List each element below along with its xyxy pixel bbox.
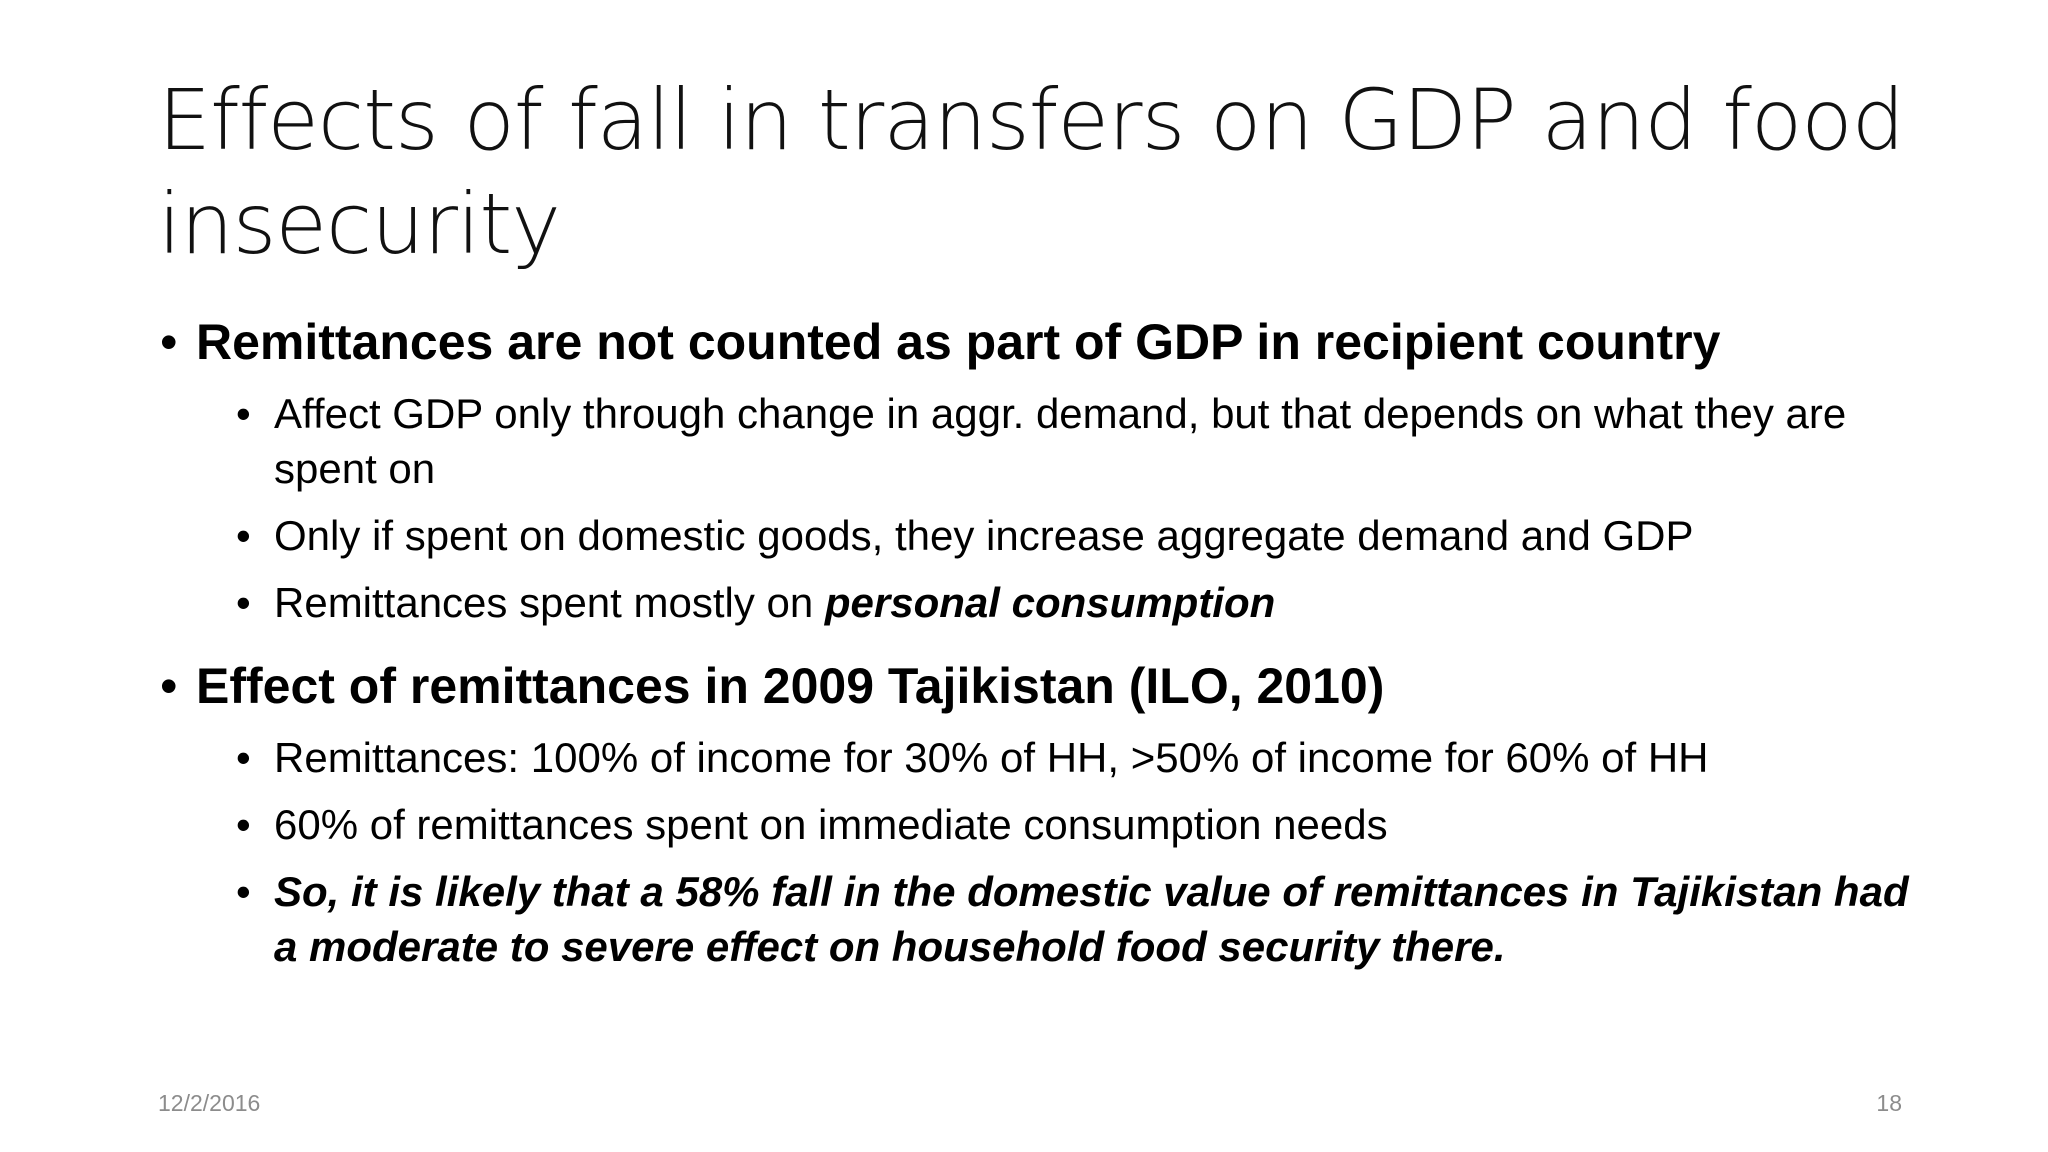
list-item-text: 60% of remittances spent on immediate co… bbox=[274, 801, 1388, 848]
list-item: • Remittances spent mostly on personal c… bbox=[158, 575, 1918, 630]
bullet-icon: • bbox=[236, 390, 251, 437]
bullet-icon: • bbox=[236, 512, 251, 559]
bullet-icon: • bbox=[236, 801, 251, 848]
bullet-icon: • bbox=[236, 579, 251, 626]
list-item: • 60% of remittances spent on immediate … bbox=[158, 797, 1918, 852]
list-item-text: Remittances spent mostly on bbox=[274, 579, 825, 626]
slide-title: Effects of fall in transfers on GDP and … bbox=[158, 71, 1905, 273]
emphasis-text: So, it is likely that a 58% fall in the … bbox=[274, 868, 1909, 970]
list-item-text: Remittances: 100% of income for 30% of H… bbox=[274, 734, 1709, 781]
bullet-icon: • bbox=[236, 734, 251, 781]
bullet-icon: • bbox=[160, 658, 178, 714]
list-item: • Affect GDP only through change in aggr… bbox=[158, 386, 1918, 496]
list-item-text: Only if spent on domestic goods, they in… bbox=[274, 512, 1694, 559]
bullet-icon: • bbox=[236, 868, 251, 915]
bullet-icon: • bbox=[160, 314, 178, 370]
list-item-text: Affect GDP only through change in aggr. … bbox=[274, 390, 1847, 492]
footer-date: 12/2/2016 bbox=[158, 1090, 261, 1116]
list-item: • Remittances: 100% of income for 30% of… bbox=[158, 730, 1918, 785]
list-item: • So, it is likely that a 58% fall in th… bbox=[158, 864, 1918, 974]
emphasis-text: personal consumption bbox=[824, 579, 1276, 626]
footer-page-number: 18 bbox=[1876, 1090, 1902, 1116]
section-items-tajikistan: • Remittances: 100% of income for 30% of… bbox=[158, 730, 1918, 974]
list-item: • Only if spent on domestic goods, they … bbox=[158, 508, 1918, 563]
slide-content: • Remittances are not counted as part of… bbox=[158, 312, 1918, 1000]
section-heading-text: Remittances are not counted as part of G… bbox=[196, 314, 1721, 370]
section-heading-gdp: • Remittances are not counted as part of… bbox=[158, 312, 1918, 372]
section-heading-tajikistan: • Effect of remittances in 2009 Tajikist… bbox=[158, 656, 1918, 716]
section-items-gdp: • Affect GDP only through change in aggr… bbox=[158, 386, 1918, 630]
section-heading-text: Effect of remittances in 2009 Tajikistan… bbox=[196, 658, 1385, 714]
